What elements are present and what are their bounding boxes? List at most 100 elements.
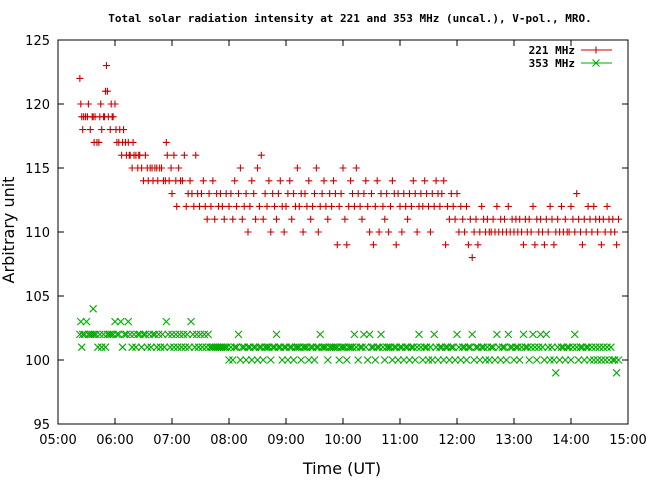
data-point [346, 343, 355, 352]
data-point [594, 228, 602, 236]
data-point [590, 202, 598, 210]
data-point [361, 343, 370, 352]
data-point [225, 356, 233, 364]
data-point [475, 356, 484, 364]
data-point [312, 343, 321, 352]
data-point [207, 202, 215, 210]
data-point [198, 343, 207, 352]
data-point [98, 126, 106, 134]
data-point [192, 330, 201, 339]
data-point [561, 215, 569, 223]
data-point [227, 190, 235, 198]
data-point [244, 228, 252, 236]
data-point [443, 343, 452, 352]
data-point [156, 343, 165, 352]
data-point [80, 330, 89, 339]
data-point [320, 177, 328, 185]
data-point [295, 343, 304, 352]
data-point [375, 228, 383, 236]
data-point [202, 343, 211, 352]
data-point [565, 343, 573, 352]
data-point [358, 343, 366, 352]
data-point [105, 330, 114, 339]
data-point [248, 177, 256, 185]
data-point [379, 343, 387, 352]
data-point [168, 190, 176, 198]
data-point [451, 215, 459, 223]
data-point [175, 330, 184, 339]
data-point [265, 343, 273, 352]
data-point [242, 356, 250, 364]
data-point [449, 202, 457, 210]
data-point [538, 343, 547, 352]
data-point [611, 228, 619, 236]
data-point [597, 241, 605, 249]
data-point [591, 343, 600, 352]
data-point [286, 177, 294, 185]
data-point [320, 343, 328, 352]
x-axis-label: Time (UT) [302, 459, 381, 478]
data-point [510, 356, 518, 364]
data-point [561, 356, 570, 364]
data-point [441, 343, 450, 352]
data-point [387, 202, 394, 210]
data-point [114, 330, 123, 339]
data-point [382, 343, 391, 352]
data-point [200, 330, 209, 339]
data-point [464, 343, 473, 352]
data-point [401, 343, 410, 352]
data-point [84, 330, 93, 339]
data-point [215, 343, 224, 352]
data-point [282, 202, 290, 210]
data-point [301, 343, 309, 352]
data-point [392, 241, 400, 249]
data-point [405, 356, 414, 364]
data-point [227, 343, 235, 352]
data-point [371, 356, 380, 364]
data-point [569, 343, 577, 352]
data-point [167, 164, 175, 172]
data-point [233, 202, 241, 210]
data-point [173, 343, 182, 352]
data-point [434, 356, 442, 364]
data-point [213, 343, 222, 352]
data-point [126, 330, 135, 339]
data-point [529, 202, 537, 210]
data-point [103, 87, 111, 95]
data-point [339, 343, 347, 352]
data-point [211, 215, 219, 223]
data-point [303, 343, 311, 352]
data-point [318, 190, 326, 198]
data-point [120, 126, 128, 134]
data-point [151, 330, 159, 339]
data-point [310, 356, 319, 364]
data-point [158, 164, 166, 172]
data-point [268, 343, 277, 352]
data-point [360, 190, 368, 198]
data-point [77, 100, 85, 108]
data-point [567, 202, 575, 210]
data-point [236, 356, 245, 364]
data-point [515, 356, 524, 364]
data-point [120, 330, 129, 339]
data-point [557, 343, 566, 352]
data-point [540, 356, 549, 364]
data-point [194, 343, 203, 352]
data-point [415, 330, 423, 339]
data-point [92, 330, 100, 339]
data-point [335, 202, 343, 210]
data-point [267, 228, 275, 236]
data-point [118, 343, 127, 352]
data-point [363, 356, 372, 364]
data-point [603, 343, 611, 352]
legend-marker [592, 46, 600, 54]
data-point [280, 343, 288, 352]
data-point [373, 177, 381, 185]
data-point [266, 356, 275, 364]
data-point [420, 343, 429, 352]
data-point [230, 343, 239, 352]
data-point [417, 343, 425, 352]
data-point [555, 356, 564, 364]
